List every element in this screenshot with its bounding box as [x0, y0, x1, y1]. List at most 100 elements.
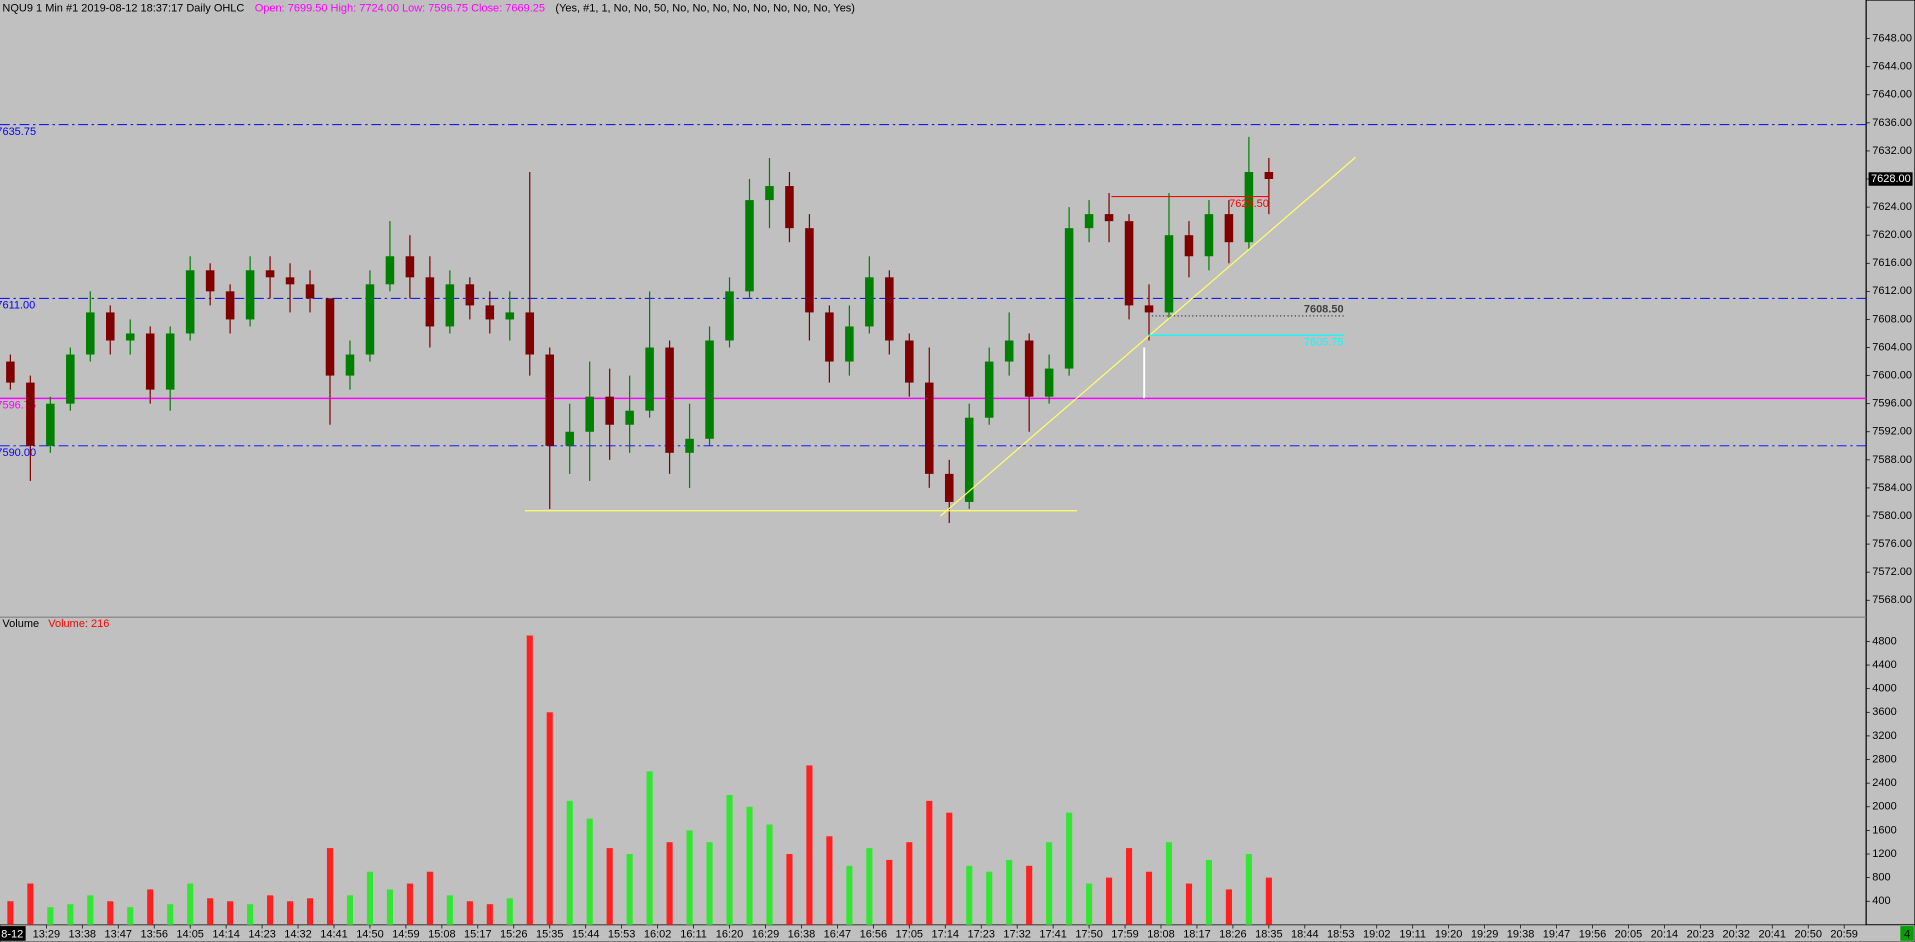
volume-bar	[826, 836, 833, 925]
volume-bar	[666, 842, 673, 925]
x-tick-label: 19:47	[1543, 929, 1571, 941]
y-tick-label: 7640.00	[1872, 89, 1912, 101]
candle-body	[665, 347, 674, 453]
x-tick-label: 20:23	[1687, 929, 1715, 941]
volume-bar	[67, 904, 74, 925]
y-tick-label: 7584.00	[1872, 482, 1912, 494]
candle-body	[925, 382, 934, 474]
volume-bar	[1205, 859, 1212, 925]
candle-body	[944, 473, 954, 502]
candle-body	[785, 186, 794, 229]
volume-bar	[866, 848, 873, 925]
y-tick-label: 7604.00	[1872, 341, 1912, 353]
candle-body	[984, 361, 994, 418]
candle-body	[225, 291, 235, 320]
x-tick-label: 19:02	[1363, 929, 1391, 941]
x-tick-label: 13:47	[105, 929, 133, 941]
volume-bar	[566, 800, 573, 925]
status-badge-bg	[1900, 926, 1914, 941]
volume-bar	[386, 889, 393, 925]
x-tick-label: 16:38	[788, 929, 816, 941]
volume-bar	[286, 901, 294, 925]
volume-bar	[946, 812, 953, 925]
x-tick-label: 15:35	[536, 929, 564, 941]
volume-bar	[586, 818, 593, 925]
candle-body	[885, 277, 894, 341]
status-badge: 4	[1904, 929, 1910, 941]
volume-bar	[1165, 842, 1173, 925]
y-tick-label: 7624.00	[1872, 201, 1912, 213]
candle-body	[805, 228, 814, 313]
volume-bar	[187, 883, 194, 925]
y-tick-label: 7576.00	[1872, 538, 1912, 550]
volume-bar	[766, 824, 773, 925]
x-tick-label: 19:29	[1471, 929, 1499, 941]
candle-body	[905, 340, 914, 383]
price-axis-panel	[1865, 0, 1915, 926]
x-tick-label: 20:32	[1723, 929, 1751, 941]
candle-body	[585, 396, 594, 432]
candle-body	[425, 277, 435, 327]
volume-title: Volume	[2, 618, 39, 630]
study-params: (Yes, #1, 1, No, No, 50, No, No, No, No,…	[555, 2, 855, 14]
volume-bar	[846, 865, 853, 925]
candle-body	[465, 284, 475, 306]
date-badge: 8-12	[1, 929, 23, 941]
volume-bar	[1185, 883, 1193, 925]
symbol-info: NQU9 1 Min #1 2019-08-12 18:37:17 Daily …	[2, 2, 244, 14]
y-tick-label: 2000	[1872, 801, 1896, 813]
x-tick-label: 16:11	[680, 929, 707, 941]
x-tick-label: 18:35	[1255, 929, 1283, 941]
x-tick-label: 16:47	[824, 929, 852, 941]
candle-body	[305, 284, 315, 299]
y-tick-label: 4800	[1872, 635, 1896, 647]
x-tick-label: 18:08	[1147, 929, 1175, 941]
x-tick-label: 14:14	[212, 929, 240, 941]
candle-body	[1144, 305, 1154, 313]
candle-body	[565, 431, 574, 446]
y-tick-label: 7620.00	[1872, 229, 1912, 241]
x-tick-label: 14:32	[284, 929, 312, 941]
x-tick-label: 15:08	[428, 929, 456, 941]
x-tick-label: 15:44	[572, 929, 600, 941]
candle-body	[725, 291, 734, 341]
date-badge-bg	[0, 926, 26, 941]
last-price-label: 7628.00	[1871, 173, 1911, 185]
volume-bar	[1086, 883, 1093, 925]
candle-body	[685, 438, 694, 453]
x-tick-label: 13:38	[69, 929, 97, 941]
y-tick-label: 7568.00	[1872, 594, 1912, 606]
drawing-label: 7625.50	[1229, 198, 1269, 210]
candle-body	[265, 270, 275, 278]
y-tick-label: 800	[1872, 872, 1890, 884]
candle-body	[545, 354, 555, 446]
x-tick-label: 16:20	[716, 929, 744, 941]
volume-bar	[1245, 854, 1252, 925]
candle-body	[6, 361, 15, 383]
x-tick-label: 19:20	[1435, 929, 1463, 941]
x-tick-label: 20:59	[1830, 929, 1858, 941]
candle-body	[505, 312, 515, 320]
candle-body	[845, 326, 854, 362]
candle-body	[1264, 172, 1274, 180]
volume-bar	[366, 871, 374, 925]
volume-bar	[1145, 871, 1153, 925]
x-tick-label: 20:05	[1615, 929, 1643, 941]
candle-body	[1244, 172, 1254, 243]
drawing-label: 7608.50	[1304, 304, 1344, 316]
candle-body	[325, 298, 335, 376]
volume-bar	[1225, 889, 1232, 925]
volume-bar	[7, 901, 14, 925]
volume-bar	[506, 898, 513, 925]
candle-body	[125, 333, 135, 341]
candle-body	[745, 200, 754, 292]
x-tick-label: 17:23	[967, 929, 995, 941]
volume-bar	[27, 883, 34, 925]
candle-body	[485, 305, 495, 320]
candle-body	[1064, 228, 1074, 369]
volume-bar	[606, 848, 613, 925]
volume-bar	[546, 712, 553, 925]
candle-body	[705, 340, 714, 439]
